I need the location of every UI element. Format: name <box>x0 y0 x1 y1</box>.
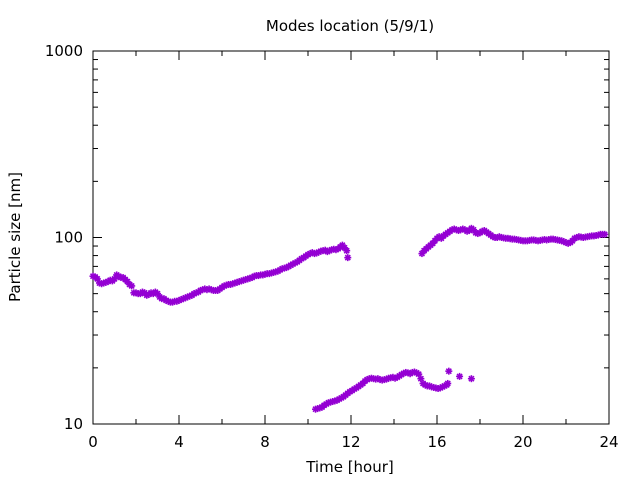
data-point <box>128 282 136 290</box>
x-tick-label: 4 <box>174 433 184 451</box>
data-point <box>344 254 352 262</box>
data-point <box>467 375 475 383</box>
data-points <box>89 224 609 413</box>
x-axis-title: Time [hour] <box>305 458 394 476</box>
x-tick-label: 24 <box>599 433 618 451</box>
data-point <box>444 379 452 387</box>
data-point <box>445 367 453 375</box>
data-point <box>601 230 609 238</box>
y-tick-label: 1000 <box>45 42 83 60</box>
data-point <box>456 372 464 380</box>
chart-title: Modes location (5/9/1) <box>266 17 434 35</box>
y-tick-label: 10 <box>64 415 83 433</box>
x-tick-label: 8 <box>260 433 270 451</box>
x-tick-label: 0 <box>88 433 98 451</box>
y-axis-title: Particle size [nm] <box>6 172 24 302</box>
x-tick-label: 12 <box>341 433 360 451</box>
y-tick-label: 100 <box>54 229 83 247</box>
data-point <box>343 247 351 255</box>
x-axis-tick-labels: 0 4 8 12 16 20 24 <box>88 433 618 451</box>
x-tick-label: 20 <box>513 433 532 451</box>
y-axis-tick-labels: 10 100 1000 <box>45 42 83 433</box>
x-tick-label: 16 <box>427 433 446 451</box>
